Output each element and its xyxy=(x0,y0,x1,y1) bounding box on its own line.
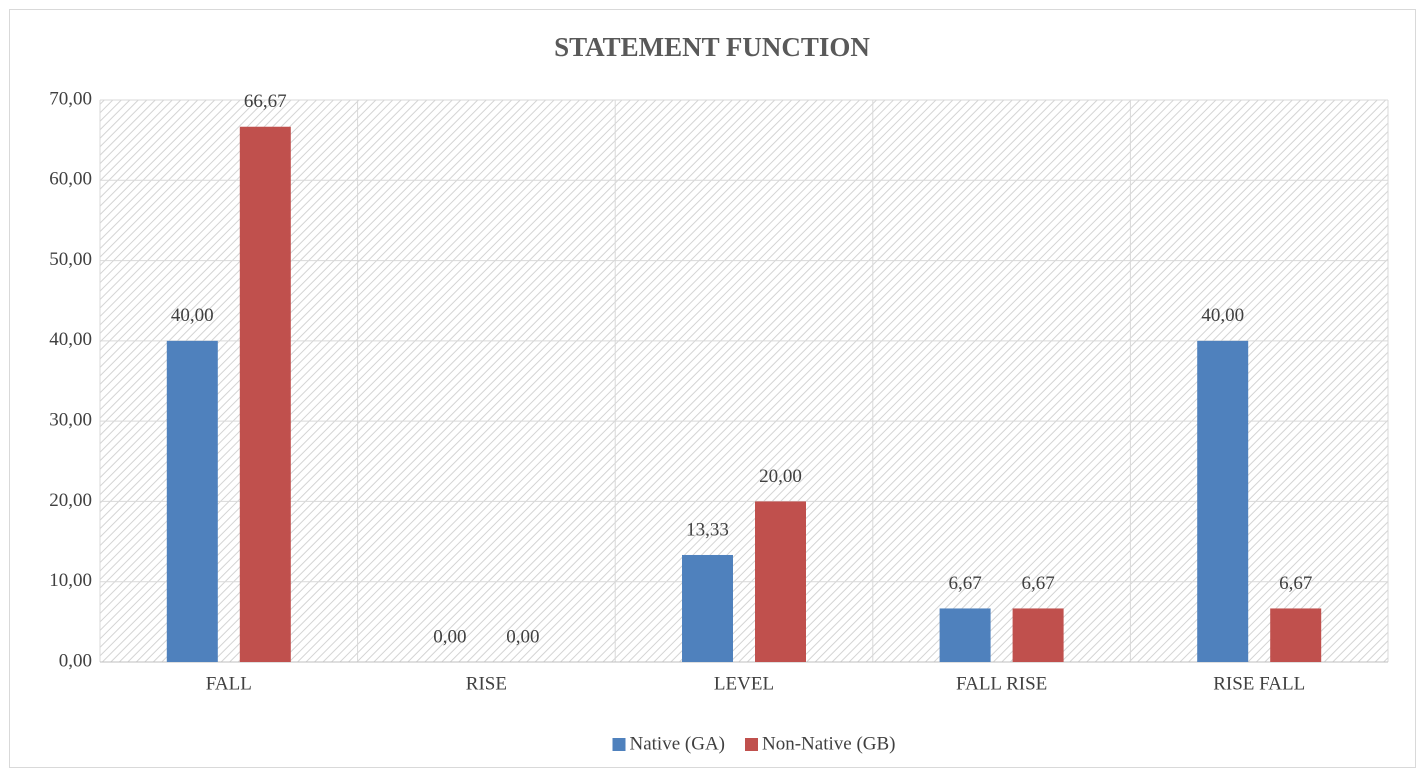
bar xyxy=(1012,608,1064,662)
legend-label: Non-Native (GB) xyxy=(762,733,896,754)
y-tick-label: 70,00 xyxy=(49,88,92,109)
legend-swatch xyxy=(745,738,758,751)
bar xyxy=(682,554,733,662)
bar xyxy=(1197,340,1249,662)
plot-area xyxy=(100,100,1388,662)
data-label: 40,00 xyxy=(171,305,214,326)
data-label: 66,67 xyxy=(244,91,287,112)
bar xyxy=(939,608,991,662)
bar xyxy=(239,126,291,662)
y-tick-label: 0,00 xyxy=(59,650,92,671)
data-label: 0,00 xyxy=(433,626,466,647)
chart-title: STATEMENT FUNCTION xyxy=(554,32,870,62)
data-label: 6,67 xyxy=(1021,573,1054,594)
y-tick-label: 10,00 xyxy=(49,570,92,591)
data-label: 20,00 xyxy=(759,466,802,487)
data-label: 0,00 xyxy=(506,626,539,647)
data-label: 6,67 xyxy=(1279,573,1312,594)
x-tick-label: FALL xyxy=(206,673,252,694)
x-tick-label: RISE xyxy=(466,673,507,694)
data-label: 6,67 xyxy=(948,573,981,594)
legend-swatch xyxy=(612,738,626,751)
x-tick-label: LEVEL xyxy=(714,673,774,694)
y-tick-label: 30,00 xyxy=(49,410,92,431)
bar xyxy=(1270,608,1322,662)
x-tick-label: FALL RISE xyxy=(956,673,1047,694)
data-label: 40,00 xyxy=(1201,305,1244,326)
y-tick-label: 60,00 xyxy=(49,169,92,190)
y-tick-label: 50,00 xyxy=(49,249,92,270)
data-label: 13,33 xyxy=(686,519,729,540)
legend-label: Native (GA) xyxy=(630,733,726,754)
bar xyxy=(166,340,218,662)
y-tick-label: 40,00 xyxy=(49,329,92,350)
bar xyxy=(755,501,806,662)
y-tick-label: 20,00 xyxy=(49,490,92,511)
x-tick-label: RISE FALL xyxy=(1213,673,1305,694)
